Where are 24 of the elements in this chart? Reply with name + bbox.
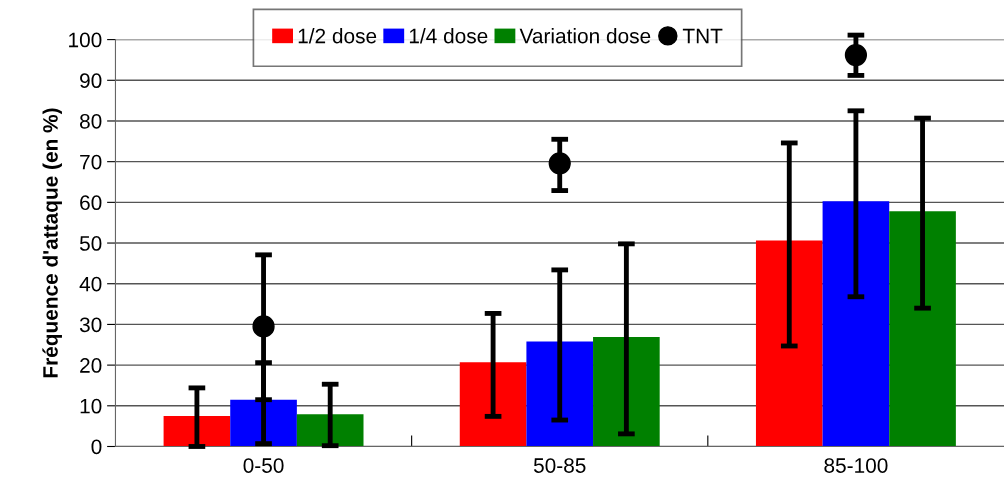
legend-label: Variation dose [519, 28, 651, 44]
x-tick-label: 85-100 [824, 458, 888, 473]
x-tick-label: 0-50 [243, 458, 284, 473]
y-tick-label: 10 [80, 398, 102, 414]
y-tick-label: 30 [79, 317, 102, 333]
y-tick-label: 40 [79, 276, 102, 292]
point [548, 152, 571, 175]
y-tick-label: 50 [79, 236, 102, 251]
bar [889, 211, 956, 447]
y-tick-label: 0 [91, 439, 102, 455]
y-tick-label: 60 [80, 195, 102, 211]
x-tick-label: 50-85 [533, 458, 586, 473]
point [844, 43, 868, 67]
point [252, 315, 275, 338]
legend-label: 1/2 dose [298, 28, 377, 44]
bar [822, 201, 890, 447]
y-tick-label: 70 [80, 154, 102, 170]
y-tick-label: 100 [69, 32, 102, 48]
legend-label: 1/4 dose [409, 28, 488, 44]
y-tick-label: 80 [80, 113, 102, 129]
y-axis-title: Fréquence d'attaque (en %) [42, 108, 62, 378]
legend-label: TNT [682, 28, 723, 44]
y-tick-label: 20 [80, 358, 102, 373]
y-tick-label: 90 [80, 73, 102, 89]
